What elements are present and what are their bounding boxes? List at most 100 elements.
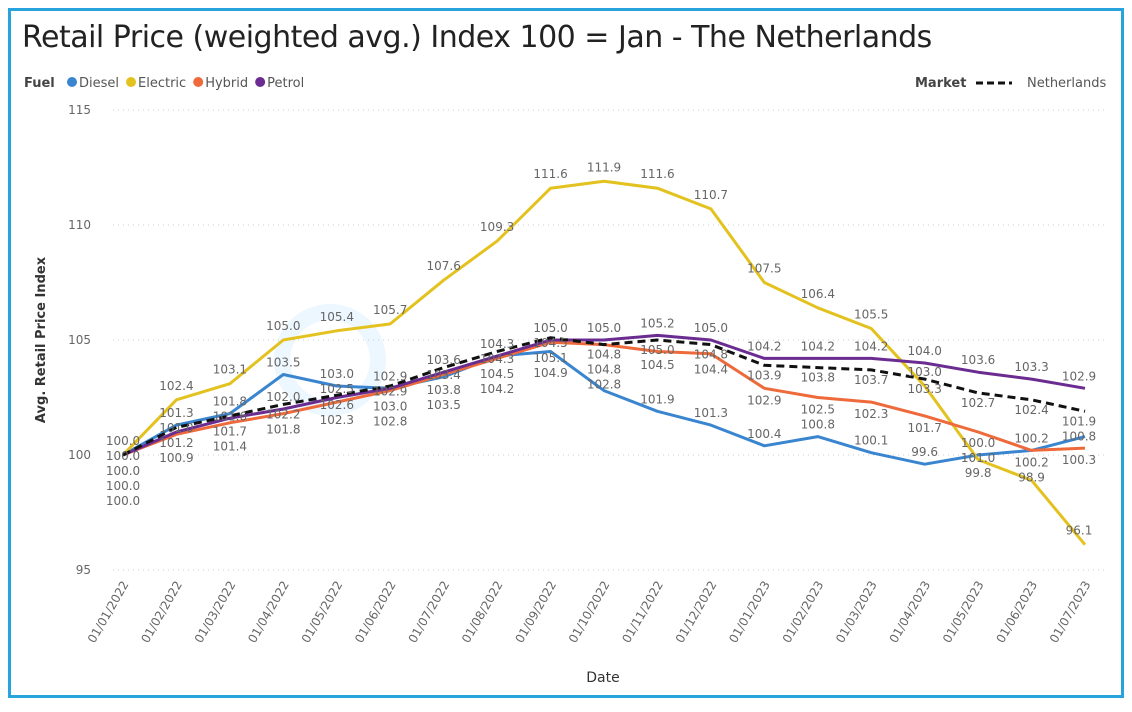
data-label-petrol: 102.9 [1062, 369, 1096, 383]
legend: Diesel Electric Hybrid Petrol [67, 76, 304, 91]
x-tick-label: 01/06/2023 [993, 579, 1040, 646]
data-label-electric: 96.1 [1066, 524, 1093, 538]
data-label-netherlands: 104.8 [694, 348, 728, 362]
data-label-hybrid: 101.8 [266, 422, 300, 436]
data-label-netherlands: 101.7 [213, 425, 247, 439]
chart-frame [8, 8, 1124, 698]
legend-label-hybrid[interactable]: Hybrid [205, 76, 248, 91]
data-label-petrol: 103.6 [426, 353, 460, 367]
data-label-netherlands: 103.0 [373, 399, 407, 413]
data-label-hybrid: 102.3 [320, 413, 354, 427]
data-label-hybrid: 104.5 [640, 358, 674, 372]
data-label-netherlands: 104.8 [587, 348, 621, 362]
legend-label-petrol[interactable]: Petrol [267, 76, 304, 91]
data-label-petrol: 105.2 [640, 316, 674, 330]
data-label-petrol: 104.3 [480, 352, 514, 366]
data-label-electric: 105.0 [266, 319, 300, 333]
legend-marker-hybrid [193, 77, 204, 87]
data-label-petrol: 100.0 [106, 464, 140, 478]
data-label-diesel: 101.9 [640, 392, 674, 406]
data-label-netherlands: 103.3 [907, 382, 941, 396]
series-line-petrol[interactable] [122, 333, 1086, 457]
legend-label-electric[interactable]: Electric [138, 76, 186, 91]
data-label-netherlands: 102.6 [320, 398, 354, 412]
y-tick-label: 95 [76, 563, 91, 577]
y-tick-label: 105 [68, 333, 91, 347]
x-tick-label: 01/12/2022 [673, 579, 720, 646]
data-label-petrol: 105.0 [533, 321, 567, 335]
data-label-petrol: 104.2 [747, 339, 781, 353]
data-label-diesel: 101.8 [213, 395, 247, 409]
data-label-hybrid: 103.5 [426, 398, 460, 412]
data-label-electric: 99.8 [965, 466, 992, 480]
data-label-diesel: 103.5 [266, 356, 300, 370]
data-label-hybrid: 100.3 [1062, 453, 1096, 467]
legend-label-netherlands[interactable]: Netherlands [1027, 76, 1106, 91]
data-label-hybrid: 102.8 [373, 414, 407, 428]
x-tick-label: 01/09/2022 [512, 579, 559, 646]
legend-marker-electric [126, 77, 137, 87]
data-label-electric: 106.4 [801, 287, 835, 301]
data-label-electric: 107.6 [426, 259, 460, 273]
data-label-electric: 105.7 [373, 303, 407, 317]
data-label-electric: 102.4 [159, 379, 193, 393]
x-tick-label: 01/03/2023 [833, 579, 880, 646]
data-label-diesel: 100.8 [801, 418, 835, 432]
data-label-hybrid: 104.9 [533, 366, 567, 380]
legend-label-diesel[interactable]: Diesel [79, 76, 119, 91]
data-label-hybrid: 102.9 [747, 393, 781, 407]
data-label-electric: 105.4 [320, 310, 354, 324]
x-tick-label: 01/03/2022 [192, 579, 239, 646]
data-label-petrol: 104.2 [854, 339, 888, 353]
data-label-petrol: 103.6 [961, 353, 995, 367]
legend-fuel-title: Fuel [24, 76, 55, 91]
data-label-diesel: 100.8 [1062, 429, 1096, 443]
data-label-petrol: 102.9 [373, 384, 407, 398]
data-label-hybrid: 104.8 [587, 363, 621, 377]
x-axis-label: Date [586, 670, 619, 686]
data-label-netherlands: 103.7 [854, 373, 888, 387]
legend-marker-petrol [255, 77, 266, 87]
x-tick-label: 01/02/2022 [138, 579, 185, 646]
data-label-hybrid: 100.0 [106, 494, 140, 508]
data-label-diesel: 102.9 [373, 369, 407, 383]
data-label-netherlands: 103.8 [426, 383, 460, 397]
data-label-electric: 100.0 [106, 434, 140, 448]
series-line-netherlands[interactable] [122, 336, 1086, 457]
data-label-hybrid: 101.4 [213, 440, 247, 454]
data-label-hybrid: 101.7 [907, 421, 941, 435]
data-label-diesel: 101.3 [694, 406, 728, 420]
data-label-hybrid: 100.9 [159, 451, 193, 465]
data-label-netherlands: 105.1 [533, 351, 567, 365]
data-label-netherlands: 104.5 [480, 367, 514, 381]
y-tick-label: 115 [68, 103, 91, 117]
x-tick-label: 01/05/2022 [299, 579, 346, 646]
data-label-petrol: 104.0 [907, 344, 941, 358]
x-tick-label: 01/08/2022 [459, 579, 506, 646]
data-label-diesel: 100.4 [747, 427, 781, 441]
legend-market-title: Market [915, 76, 966, 91]
data-label-diesel: 100.1 [854, 434, 888, 448]
data-label-diesel: 101.3 [159, 406, 193, 420]
x-tick-label: 01/02/2023 [780, 579, 827, 646]
series-line-electric[interactable] [121, 179, 1087, 546]
data-label-netherlands: 102.7 [961, 396, 995, 410]
data-label-netherlands: 101.2 [159, 436, 193, 450]
y-tick-label: 100 [68, 448, 91, 462]
data-label-electric: 98.9 [1018, 470, 1045, 484]
data-label-hybrid: 101.0 [961, 451, 995, 465]
y-axis-label: Avg. Retail Price Index [34, 256, 49, 423]
data-label-netherlands: 103.8 [801, 371, 835, 385]
data-label-netherlands: 102.2 [266, 407, 300, 421]
legend-marker-diesel [67, 77, 77, 87]
data-label-petrol: 105.0 [694, 321, 728, 335]
x-tick-label: 01/04/2022 [245, 579, 292, 646]
data-label-petrol: 101.6 [213, 410, 247, 424]
data-label-electric: 111.6 [640, 167, 674, 181]
data-label-electric: 109.3 [480, 220, 514, 234]
data-label-electric: 103.1 [213, 363, 247, 377]
data-label-electric: 103.0 [907, 365, 941, 379]
x-tick-label: 01/04/2023 [887, 579, 934, 646]
series-line-diesel[interactable] [122, 350, 1086, 466]
